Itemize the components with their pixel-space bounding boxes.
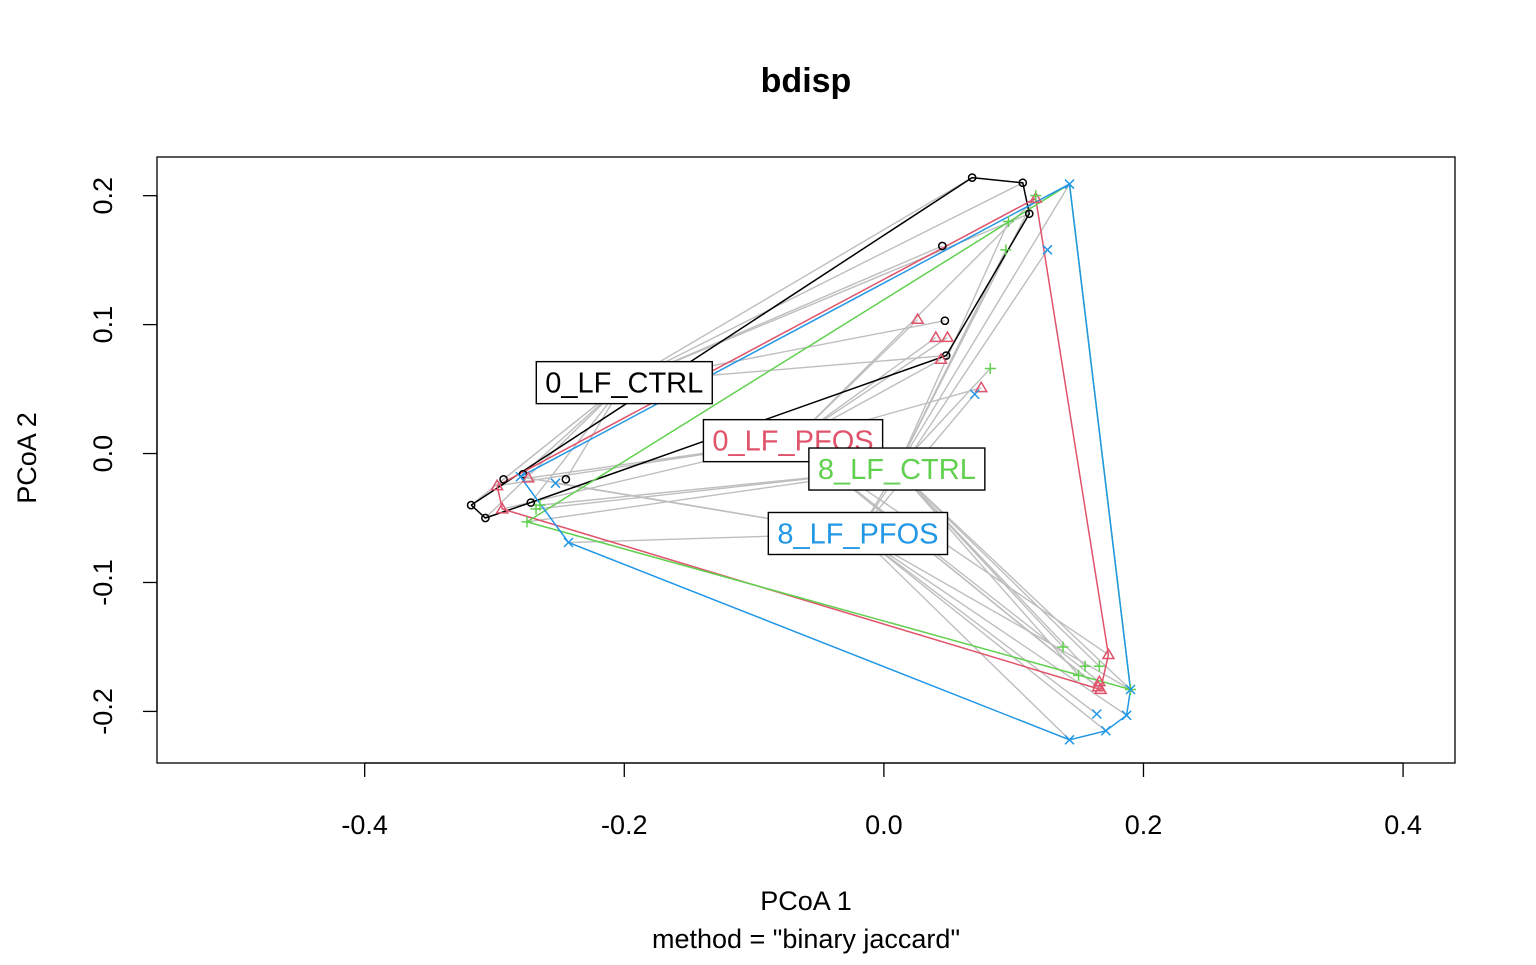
spider-line [857, 532, 1127, 716]
spider-line [896, 468, 1086, 667]
point-x [1042, 244, 1053, 255]
chart-title: bdisp [761, 62, 852, 100]
label-8-lf-pfos: 8_LF_PFOS [767, 511, 949, 556]
point-circle [1024, 209, 1034, 219]
hull-8-lf-pfos [519, 182, 1132, 741]
point-x [515, 471, 526, 482]
hull-0-lf-ctrl [470, 176, 1031, 519]
point-triangle [910, 312, 925, 325]
point-x [1064, 179, 1075, 190]
point-x [563, 537, 574, 548]
spider-line [624, 213, 1030, 384]
point-plus [534, 499, 546, 511]
point-x [969, 389, 980, 400]
point-plus [1073, 669, 1085, 681]
x-tick-label: -0.2 [601, 810, 648, 840]
point-triangle [934, 352, 948, 365]
centroid-label: 8_LF_PFOS [777, 518, 938, 550]
data-points-layer [466, 173, 1136, 745]
point-triangle [495, 502, 510, 514]
point-circle [481, 513, 490, 523]
label-box [535, 360, 713, 405]
point-x [550, 478, 561, 489]
point-x [1064, 734, 1075, 745]
y-axis-label: PCoA 2 [12, 412, 42, 504]
label-box [767, 511, 949, 556]
axes-layer: -0.4 -0.2 0.0 0.2 0.4 -0.2 -0.1 0.0 0.1 0.2 [88, 177, 1422, 840]
x-tick-label: -0.4 [341, 810, 388, 840]
y-tick-label: -0.2 [88, 688, 118, 735]
point-plus [1057, 641, 1069, 653]
x-tick-label: 0.2 [1125, 810, 1163, 840]
point-triangle [490, 478, 504, 491]
point-circle [937, 241, 947, 251]
point-triangle [974, 380, 989, 393]
point-x [1091, 708, 1102, 720]
point-plus [521, 516, 533, 528]
centroid-label: 8_LF_CTRL [818, 454, 976, 486]
label-8-lf-ctrl: 8_LF_CTRL [808, 447, 986, 491]
centroid-label: 0_LF_CTRL [545, 368, 703, 400]
point-triangle [521, 471, 536, 483]
point-triangle [1091, 679, 1105, 692]
spider-line [896, 195, 1037, 470]
label-0-lf-ctrl: 0_LF_CTRL [535, 360, 713, 405]
point-circle [1018, 178, 1028, 188]
point-x [1100, 725, 1111, 736]
spider-line [896, 468, 1080, 676]
spider-line [896, 468, 1100, 667]
spider-line [857, 249, 1049, 534]
y-tick-label: -0.1 [88, 559, 118, 606]
spider-line [623, 177, 973, 384]
point-circle [561, 474, 571, 484]
point-triangle [928, 330, 943, 343]
spider-line [623, 182, 1024, 384]
point-triangle [1093, 682, 1108, 695]
point-circle [526, 498, 536, 507]
point-plus [984, 362, 996, 374]
point-plus [1093, 660, 1105, 672]
x-axis-subtitle: method = "binary jaccard" [652, 924, 960, 954]
x-tick-label: 0.4 [1384, 810, 1422, 840]
y-tick-label: 0.2 [88, 177, 118, 215]
point-circle [499, 474, 508, 484]
point-circle [940, 316, 950, 326]
spider-line [857, 532, 1070, 741]
point-triangle [940, 330, 955, 343]
label-box [808, 447, 986, 491]
y-tick-label: 0.1 [88, 306, 118, 344]
point-x [1121, 710, 1132, 721]
point-plus [1030, 190, 1042, 202]
point-circle [967, 173, 977, 182]
point-circle [466, 500, 476, 510]
spider-line [896, 468, 1131, 691]
point-triangle [1092, 674, 1107, 687]
y-tick-label: 0.0 [88, 435, 118, 473]
point-triangle [1028, 191, 1043, 203]
spider-line [857, 532, 1107, 732]
x-axis-label: PCoA 1 [760, 886, 852, 916]
point-plus [1000, 244, 1012, 256]
point-plus [1002, 215, 1014, 227]
spider-line [857, 532, 1098, 715]
x-tick-label: 0.0 [865, 810, 903, 840]
point-plus [1079, 660, 1091, 672]
point-triangle [1101, 647, 1116, 660]
point-x [1125, 684, 1136, 695]
